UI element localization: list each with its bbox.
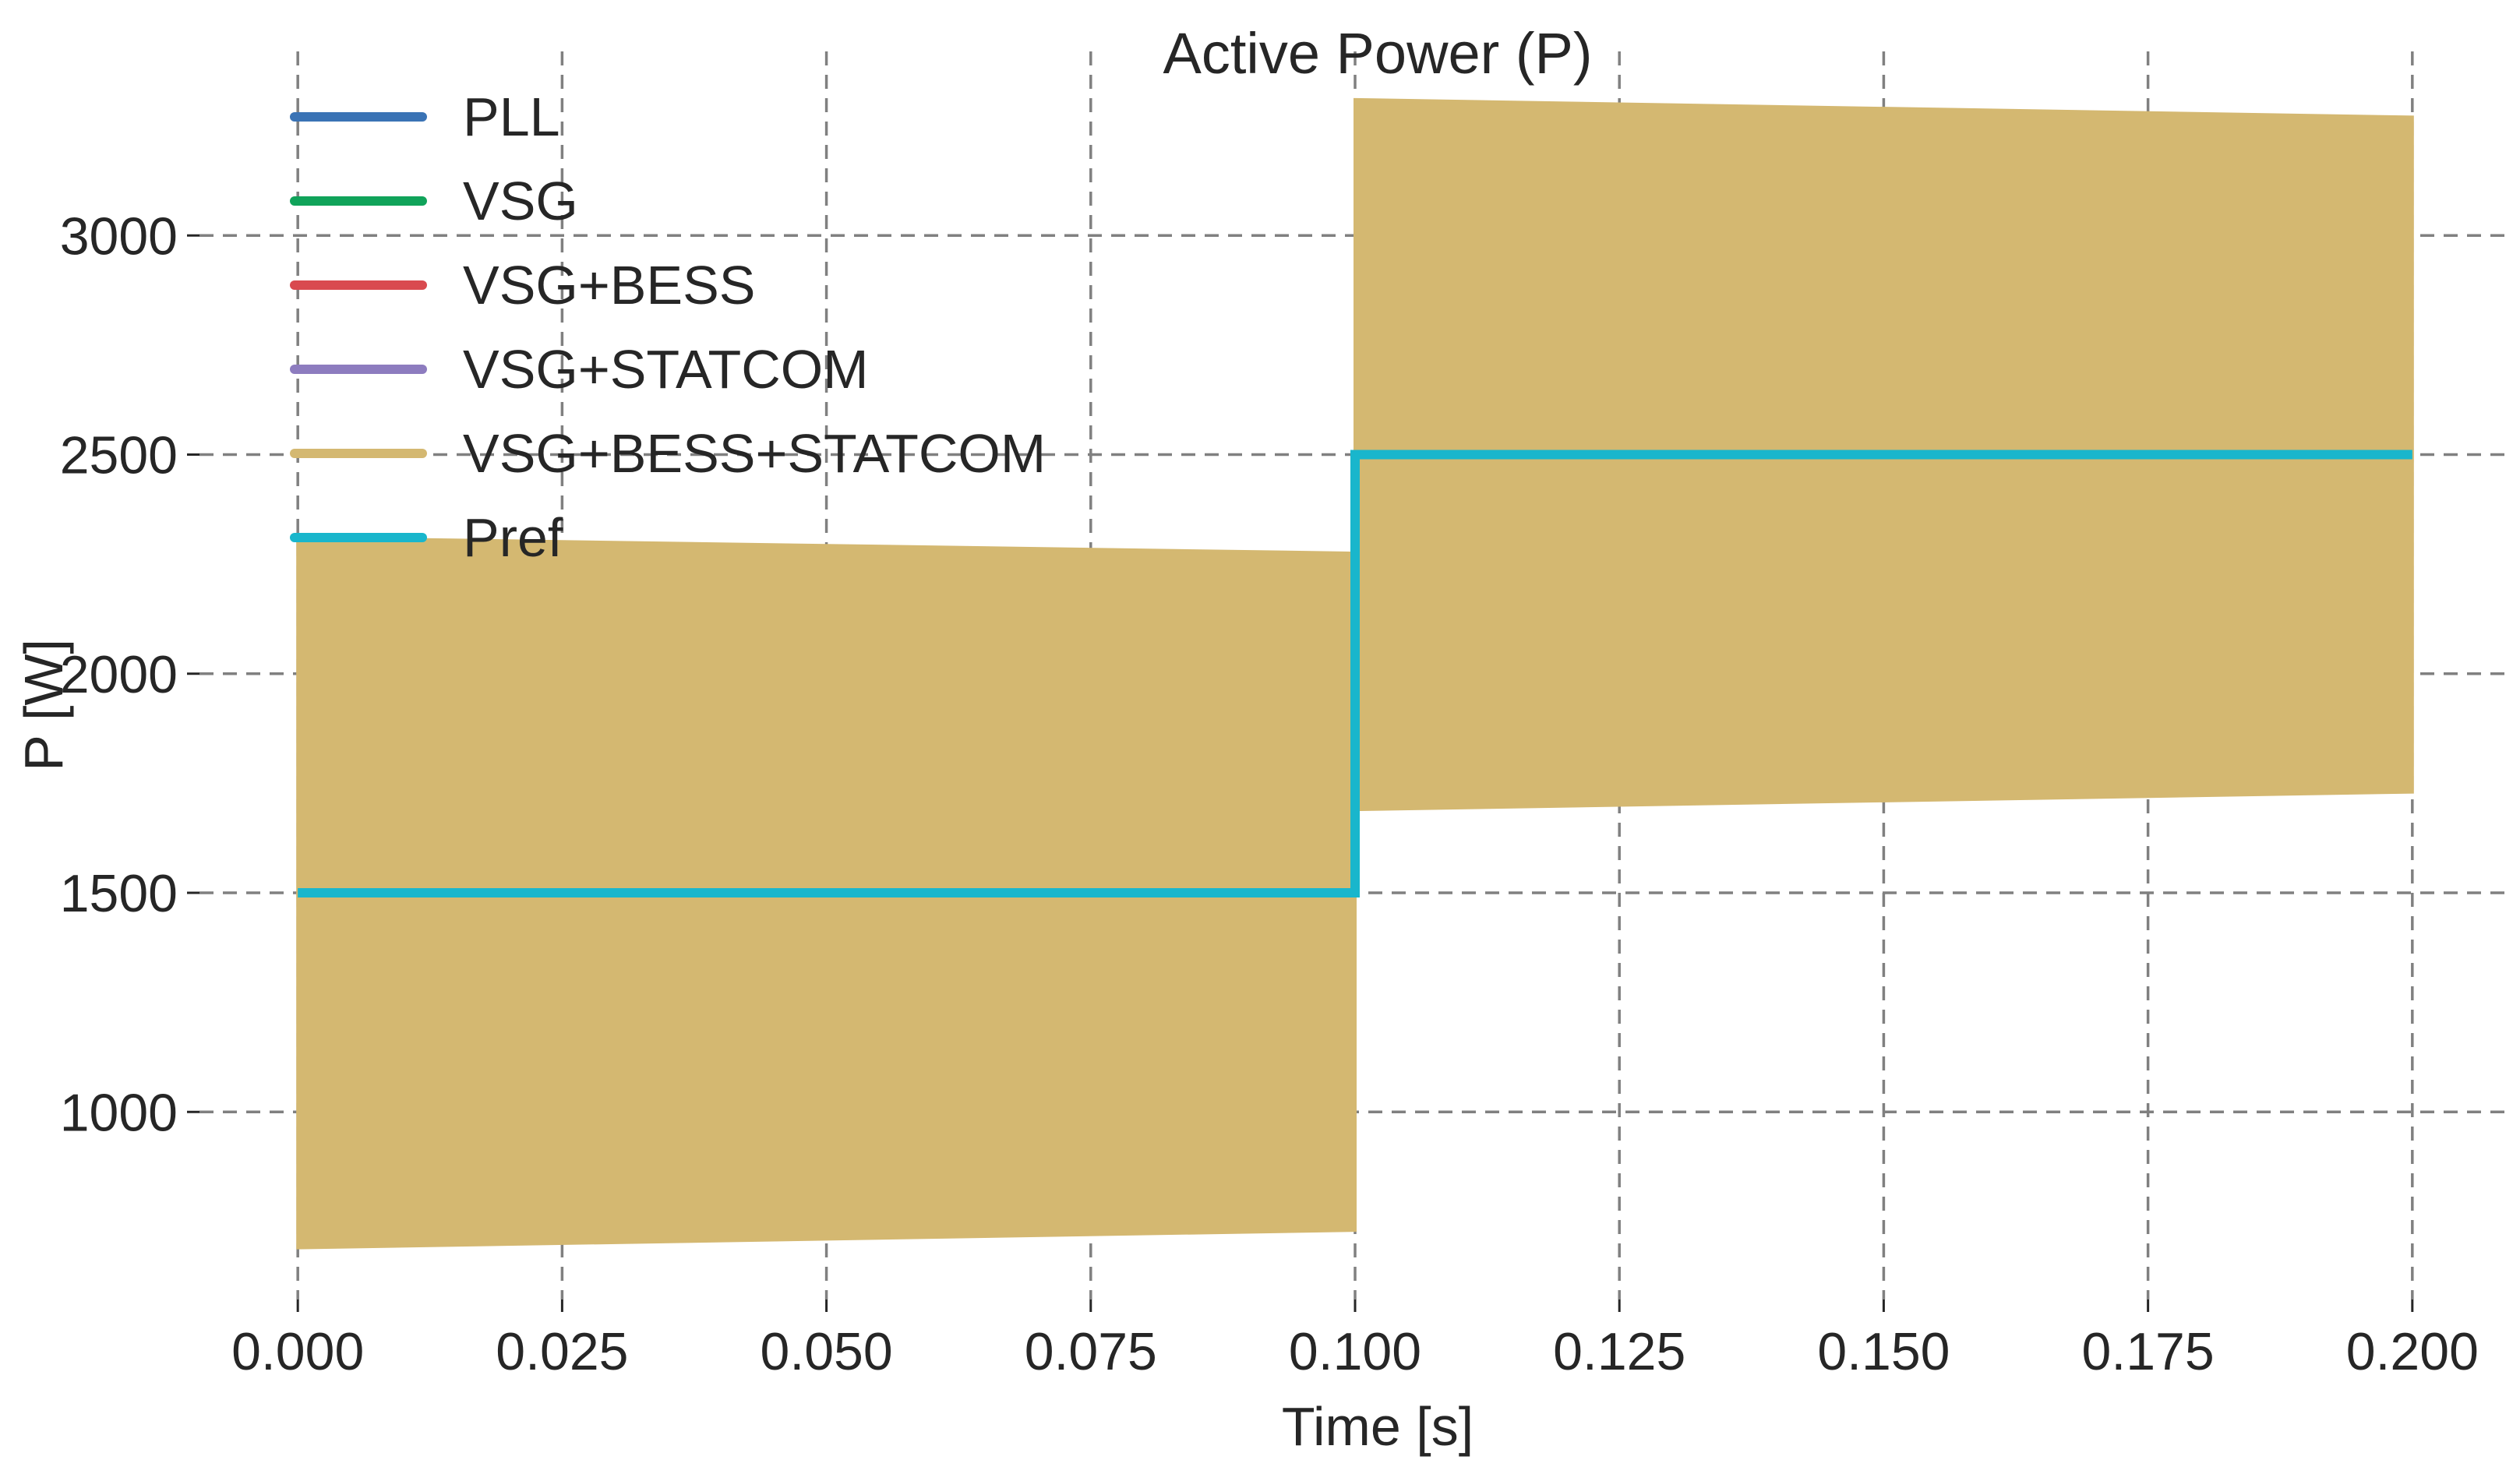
- x-tick-label-5: 0.125: [1553, 1322, 1685, 1381]
- series-line-5: [298, 450, 2412, 897]
- y-tick-label-0: 1000: [60, 1083, 178, 1142]
- x-tick-label-7: 0.175: [2082, 1322, 2215, 1381]
- x-tick-label-6: 0.150: [1817, 1322, 1950, 1381]
- y-tick-label-4: 3000: [60, 206, 178, 266]
- legend: PLL VSG VSG+BESS VSG+STATCOM VSG+BESS+STATCO…: [290, 86, 1046, 568]
- chart-title: Active Power (P): [1163, 21, 1592, 86]
- legend-label-4: VSG+BESS+STATCOM: [463, 423, 1046, 484]
- legend-label-1: VSG: [463, 171, 578, 231]
- legend-label-3: VSG+STATCOM: [463, 339, 869, 400]
- legend-label-0: PLL: [463, 86, 560, 147]
- x-axis-label: Time [s]: [1282, 1396, 1474, 1457]
- x-tick-label-4: 0.100: [1289, 1322, 1421, 1381]
- x-tick-label-1: 0.025: [496, 1322, 628, 1381]
- x-tick-label-3: 0.075: [1025, 1322, 1157, 1381]
- line-series: [298, 450, 2412, 897]
- x-tick-label-2: 0.050: [761, 1322, 893, 1381]
- legend-label-5: Pref: [463, 507, 563, 568]
- y-tick-label-2: 2000: [60, 645, 178, 704]
- y-tick-label-3: 2500: [60, 426, 178, 485]
- y-tick-label-1: 1500: [60, 864, 178, 923]
- x-tick-label-8: 0.200: [2346, 1322, 2479, 1381]
- x-tick-label-0: 0.000: [231, 1322, 364, 1381]
- legend-label-2: VSG+BESS: [463, 255, 755, 316]
- y-axis-label: P [W]: [13, 639, 74, 771]
- axis-ticks: 0.000 0.025 0.050 0.075 0.100 0.125 0.150 0.175…: [60, 206, 2479, 1381]
